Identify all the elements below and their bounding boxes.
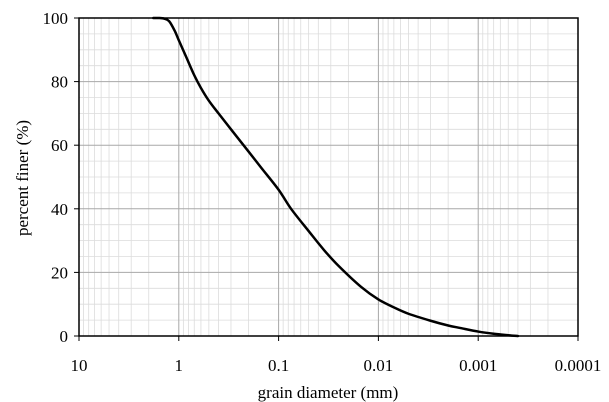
- plot-frame: [78, 17, 579, 337]
- x-tick-label: 0.0001: [555, 356, 602, 375]
- y-tick-label: 20: [51, 263, 68, 282]
- series-layer: [152, 16, 520, 338]
- x-tick-label: 0.001: [459, 356, 497, 375]
- x-tick-label: 1: [175, 356, 184, 375]
- y-tick-label: 60: [51, 136, 68, 155]
- grid-layer: [78, 17, 579, 337]
- x-tick-labels: 10 1 0.1 0.01 0.001 0.0001: [71, 336, 602, 375]
- x-tick-label: 0.01: [364, 356, 394, 375]
- y-axis-title: percent finer (%): [13, 120, 32, 236]
- x-axis-title: grain diameter (mm): [258, 383, 399, 402]
- y-tick-labels: 0 20 40 60 80 100: [43, 9, 79, 346]
- y-tick-label: 40: [51, 200, 68, 219]
- x-tick-label: 0.1: [268, 356, 289, 375]
- y-tick-label: 100: [43, 9, 69, 28]
- y-tick-label: 80: [51, 73, 68, 92]
- x-tick-label: 10: [71, 356, 88, 375]
- gradation-curve: [152, 16, 520, 338]
- y-tick-label: 0: [60, 327, 69, 346]
